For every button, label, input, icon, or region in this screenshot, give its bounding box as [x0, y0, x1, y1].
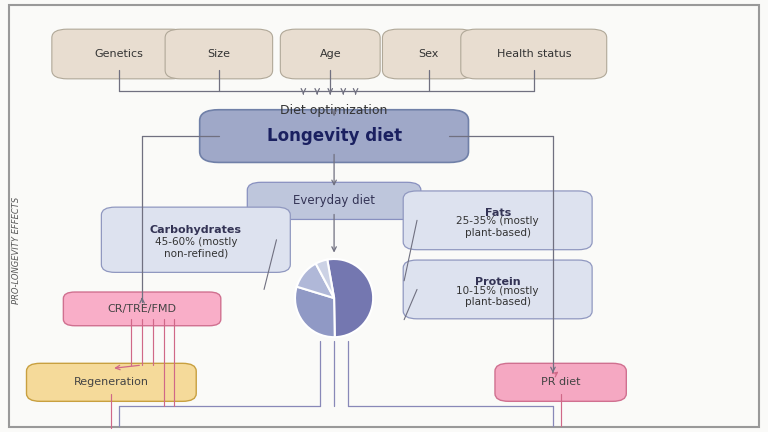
- FancyBboxPatch shape: [495, 363, 626, 401]
- FancyBboxPatch shape: [63, 292, 221, 326]
- Text: Longevity diet: Longevity diet: [266, 127, 402, 145]
- Text: Health status: Health status: [496, 49, 571, 59]
- Text: Protein: Protein: [475, 276, 521, 287]
- FancyBboxPatch shape: [403, 260, 592, 319]
- FancyBboxPatch shape: [403, 191, 592, 250]
- Text: 25-35% (mostly
plant-based): 25-35% (mostly plant-based): [456, 216, 539, 238]
- Text: Genetics: Genetics: [94, 49, 144, 59]
- FancyBboxPatch shape: [461, 29, 607, 79]
- Text: Fats: Fats: [485, 207, 511, 218]
- Wedge shape: [295, 287, 335, 337]
- Text: Everyday diet: Everyday diet: [293, 194, 375, 207]
- Wedge shape: [296, 264, 334, 298]
- Text: 45-60% (mostly
non-refined): 45-60% (mostly non-refined): [154, 237, 237, 258]
- Text: Age: Age: [319, 49, 341, 59]
- FancyBboxPatch shape: [26, 363, 196, 401]
- Text: Regeneration: Regeneration: [74, 377, 149, 388]
- Text: PRO-LONGEVITY EFFECTS: PRO-LONGEVITY EFFECTS: [12, 197, 22, 304]
- Text: Carbohydrates: Carbohydrates: [150, 225, 242, 235]
- Wedge shape: [327, 259, 373, 337]
- Wedge shape: [316, 260, 334, 298]
- Text: Sex: Sex: [419, 49, 439, 59]
- FancyBboxPatch shape: [101, 207, 290, 273]
- FancyBboxPatch shape: [165, 29, 273, 79]
- Text: CR/TRE/FMD: CR/TRE/FMD: [108, 304, 177, 314]
- FancyBboxPatch shape: [200, 110, 468, 162]
- Text: 10-15% (mostly
plant-based): 10-15% (mostly plant-based): [456, 286, 539, 307]
- FancyBboxPatch shape: [51, 29, 186, 79]
- Text: Diet optimization: Diet optimization: [280, 104, 388, 117]
- FancyBboxPatch shape: [247, 182, 421, 219]
- FancyBboxPatch shape: [280, 29, 380, 79]
- FancyBboxPatch shape: [382, 29, 475, 79]
- Text: Size: Size: [207, 49, 230, 59]
- Text: PR diet: PR diet: [541, 377, 581, 388]
